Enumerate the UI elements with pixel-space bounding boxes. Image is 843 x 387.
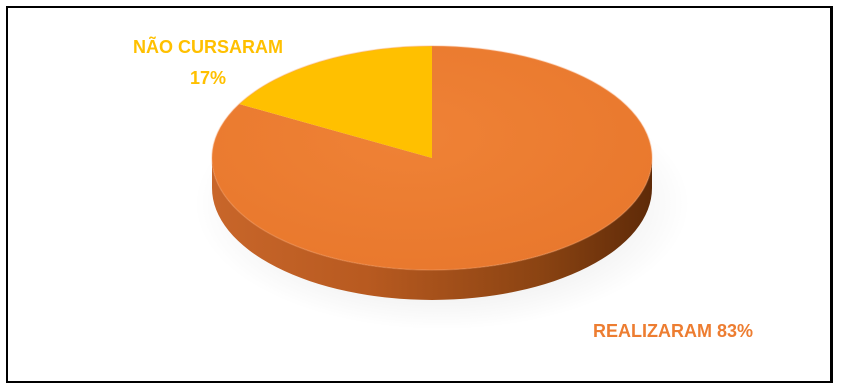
slice-label-nao-cursaram-name: NÃO CURSARAM [133,36,283,57]
pie-slice-nao-cursaram [239,46,432,158]
slice-label-realizaram: REALIZARAM 83% [593,321,753,341]
pie-rim [211,45,653,271]
pie-slice-realizaram [211,46,652,270]
pie-side-wall [212,158,652,300]
slice-label-nao-cursaram-percent: 17% [190,68,226,88]
